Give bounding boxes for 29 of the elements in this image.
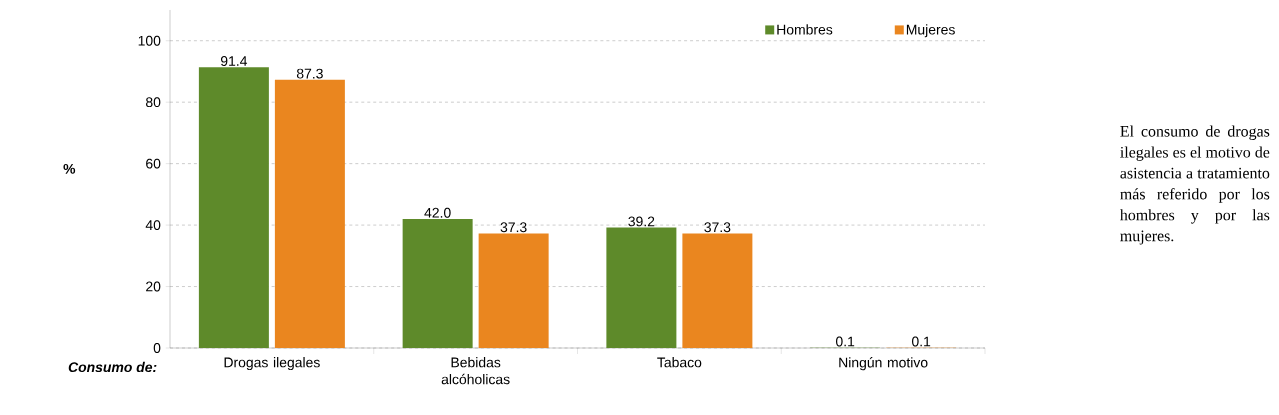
x-tick-label: Drogas ilegales (224, 357, 320, 371)
y-tick-label: 60 (146, 158, 161, 169)
legend-label: Mujeres (906, 24, 955, 38)
y-tick-label: 100 (138, 35, 161, 46)
bar (606, 227, 677, 348)
bar (198, 67, 269, 348)
data-label: 87.3 (296, 68, 323, 79)
data-label: 0.1 (835, 336, 855, 347)
data-label: 0.1 (911, 336, 931, 347)
data-label: 37.3 (704, 222, 731, 233)
y-tick-label: 20 (146, 281, 161, 292)
bar (682, 233, 753, 348)
data-label: 37.3 (500, 222, 527, 233)
x-tick-label: Bebidas alcóholicas (441, 357, 510, 385)
data-label: 42.0 (424, 207, 451, 218)
bar (478, 233, 549, 348)
data-label: 39.2 (628, 216, 655, 227)
bar (402, 218, 473, 348)
y-tick-label: 40 (145, 220, 161, 231)
y-tick-label: 0 (153, 343, 161, 353)
legend-label: Hombres (777, 24, 833, 35)
x-axis-title: Consumo de: (68, 361, 157, 373)
text: El consumo de drogas ilegales es el motivo de asistencia a tratamiento más referido por los hombres y por las mujeres. (1120, 125, 1270, 245)
x-tick-label: Ningún motivo (839, 357, 928, 371)
bar (274, 79, 345, 348)
data-label: 91.4 (220, 56, 248, 66)
y-axis-title: % (63, 163, 76, 174)
y-tick-label: 80 (146, 97, 161, 108)
x-tick-label: Tabaco (657, 357, 702, 368)
